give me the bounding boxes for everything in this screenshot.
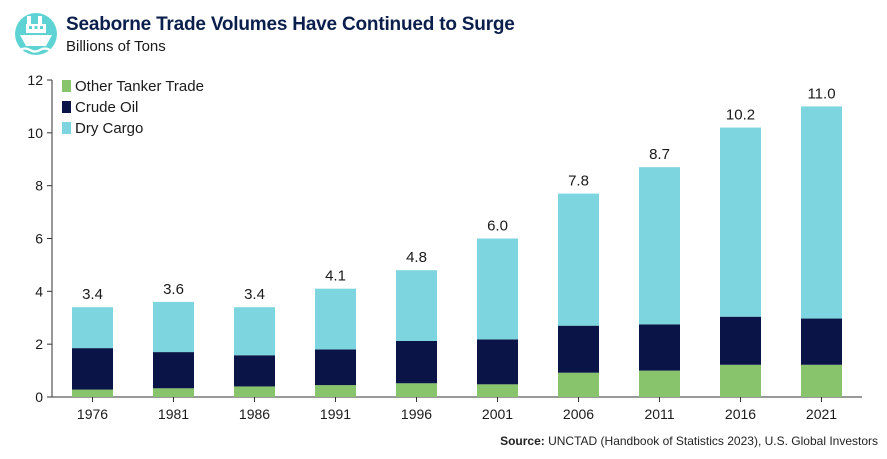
bar-segment: [396, 383, 437, 397]
bar-segment: [639, 370, 680, 397]
bar-segment: [153, 352, 194, 389]
bar-segment: [234, 355, 275, 387]
bar-segment: [72, 307, 113, 349]
bar-segment: [396, 340, 437, 384]
bar-total-label: 7.8: [568, 173, 589, 190]
source-text: UNCTAD (Handbook of Statistics 2023), U.…: [548, 434, 878, 448]
y-tick-label: 10: [27, 125, 43, 141]
y-tick-label: 0: [35, 389, 43, 405]
page-title: Seaborne Trade Volumes Have Continued to…: [66, 14, 515, 35]
x-tick-label: 2001: [482, 406, 513, 422]
legend-label: Dry Cargo: [75, 120, 143, 137]
legend-swatch: [62, 101, 71, 113]
legend-swatch: [62, 80, 71, 92]
ship-icon: [15, 13, 57, 55]
bar-segment: [396, 270, 437, 341]
bar-total-label: 3.6: [163, 281, 184, 298]
bar-segment: [720, 364, 761, 397]
x-tick-label: 1996: [401, 406, 432, 422]
bar-segment: [801, 318, 842, 365]
bar-segment: [801, 364, 842, 397]
y-tick-label: 8: [35, 178, 43, 194]
bar-segment: [558, 325, 599, 373]
bar-segment: [234, 307, 275, 356]
x-tick-label: 1976: [77, 406, 108, 422]
bar-total-label: 3.4: [82, 286, 103, 303]
x-tick-label: 2006: [563, 406, 594, 422]
bar-segment: [558, 193, 599, 326]
chart-axes: 0 2 4 6 8 10 12 1976 1981 1986 1991 1996 2001 2006 201…: [27, 72, 862, 422]
bar-segment: [72, 348, 113, 390]
bar-segment: [477, 384, 518, 397]
bar-segment: [153, 301, 194, 353]
bar-total-label: 6.0: [487, 218, 508, 235]
bar-segment: [801, 106, 842, 319]
chart-labels: 3.4 3.6 3.4 4.1 4.8 6.0 7.8 8.7 10.2 11.0: [82, 85, 835, 303]
x-tick-label: 2021: [806, 406, 837, 422]
y-tick-label: 4: [35, 283, 43, 299]
bar-total-label: 4.1: [325, 268, 346, 285]
bar-segment: [558, 372, 599, 397]
source-label: Source:: [500, 434, 545, 448]
x-tick-label: 2011: [644, 406, 674, 422]
bar-total-label: 3.4: [244, 286, 265, 303]
bar-segment: [477, 339, 518, 385]
bar-segment: [720, 316, 761, 365]
y-tick-label: 6: [35, 231, 43, 247]
bar-segment: [315, 385, 356, 397]
y-tick-label: 2: [35, 336, 43, 352]
bar-total-label: 8.7: [649, 146, 670, 163]
y-tick-label: 12: [27, 72, 43, 88]
chart-bars: [72, 106, 842, 397]
bar-segment: [315, 288, 356, 350]
bar-segment: [639, 167, 680, 325]
bar-segment: [639, 324, 680, 371]
chart-legend: Other Tanker Trade Crude Oil Dry Cargo: [62, 78, 204, 137]
legend-label: Other Tanker Trade: [75, 78, 204, 95]
x-tick-label: 1986: [239, 406, 270, 422]
x-tick-label: 1981: [158, 406, 189, 422]
page-subtitle: Billions of Tons: [66, 38, 166, 55]
bar-segment: [477, 238, 518, 340]
bar-total-label: 4.8: [406, 249, 427, 266]
bar-segment: [153, 388, 194, 397]
x-tick-label: 2016: [725, 406, 756, 422]
bar-total-label: 10.2: [726, 107, 755, 124]
bar-segment: [720, 127, 761, 317]
legend-swatch: [62, 122, 71, 134]
bar-segment: [234, 386, 275, 397]
source-note: Source: UNCTAD (Handbook of Statistics 2…: [500, 434, 878, 448]
bar-total-label: 11.0: [807, 85, 835, 102]
x-tick-label: 1991: [320, 406, 351, 422]
bar-segment: [315, 349, 356, 386]
legend-label: Crude Oil: [75, 99, 138, 116]
bar-segment: [72, 389, 113, 397]
